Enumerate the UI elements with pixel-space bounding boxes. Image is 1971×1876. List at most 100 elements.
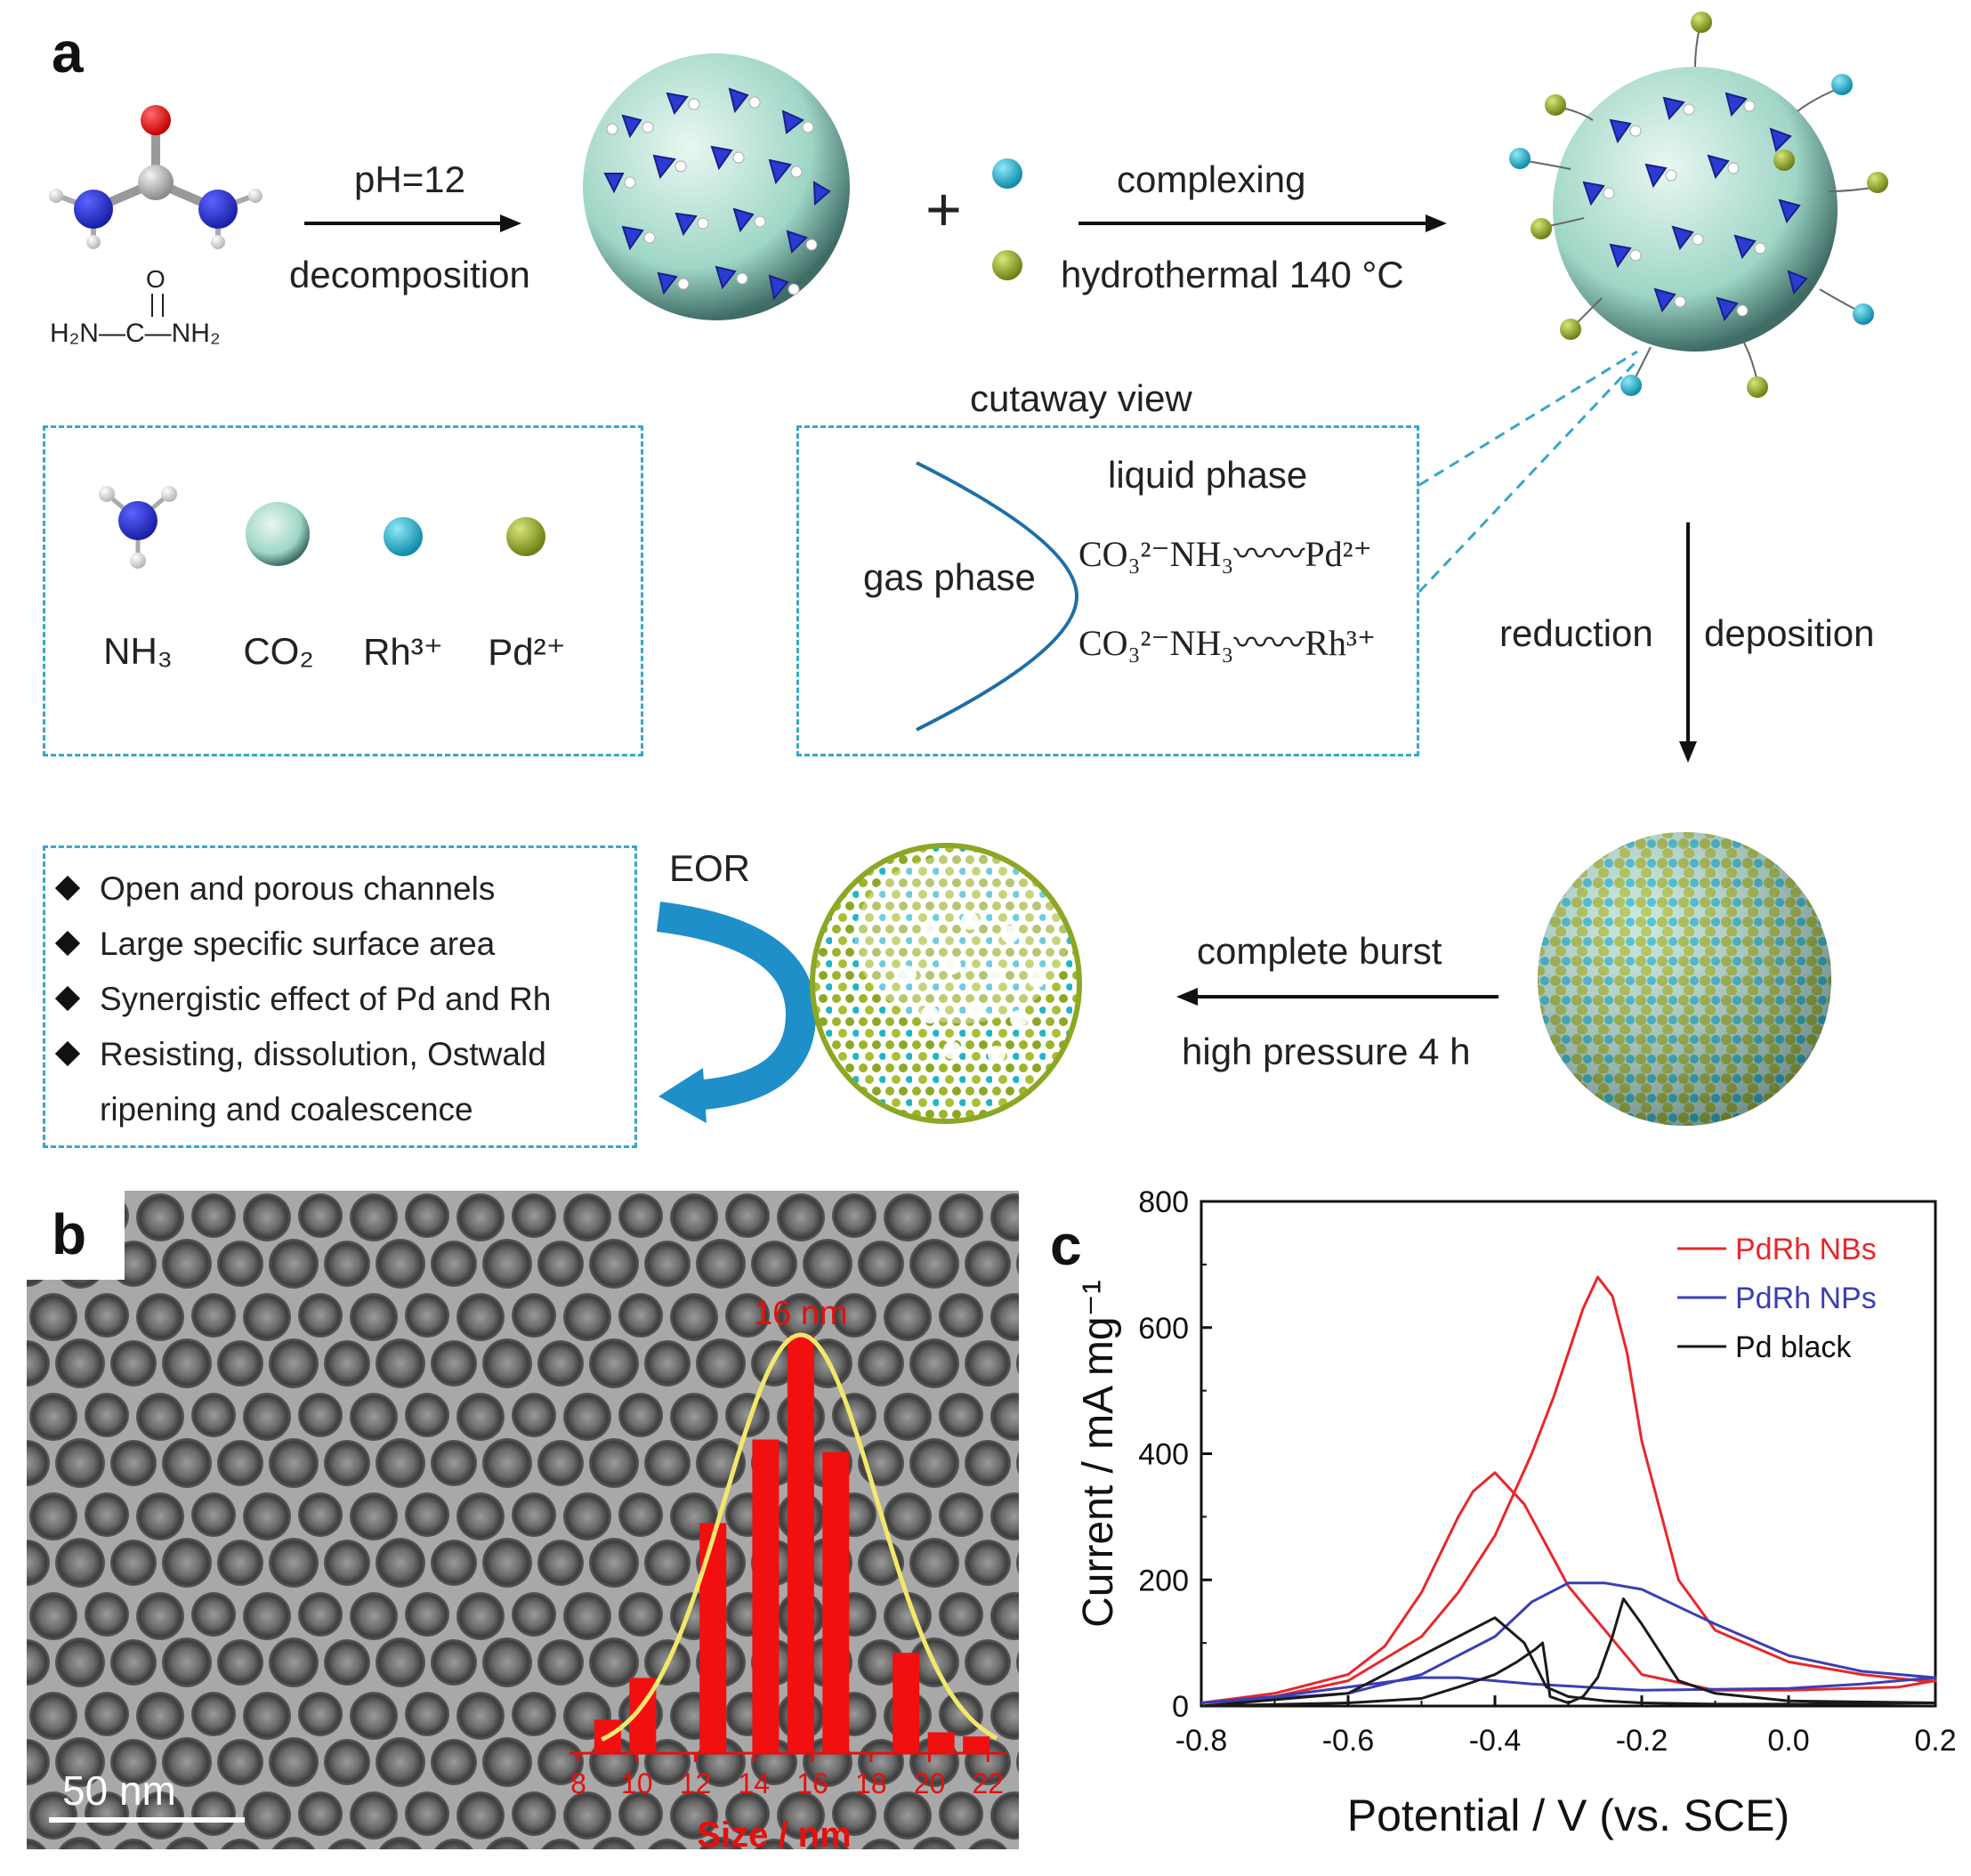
histogram-tick-label: 14 (738, 1767, 770, 1799)
histogram-x-label: Size / nm (697, 1815, 851, 1855)
features-box (43, 845, 637, 1148)
feature-item: Large specific surface area (53, 917, 641, 972)
scale-bar-label: 50 nm (62, 1767, 176, 1814)
y-tick-label: 400 (1138, 1438, 1189, 1472)
right-arrow-icon (1078, 214, 1447, 232)
peak-size-label: 16 nm (754, 1295, 848, 1332)
features-list: Open and porous channels Large specific … (53, 861, 641, 1137)
eor-label: EOR (669, 847, 751, 889)
diamond-bullet-icon (54, 930, 81, 957)
gas-phase-label: gas phase (863, 556, 1036, 598)
histogram-bar (963, 1736, 990, 1753)
histogram-tick-label: 10 (621, 1767, 653, 1799)
series-line-1 (1200, 1581, 1937, 1704)
co2-bubble-icon (246, 502, 310, 566)
size-histogram-inset: 8 10 12 14 16 18 20 22 Size / nm 16 nm (569, 1295, 1006, 1855)
rh-ion-icon (992, 158, 1022, 189)
histogram-tick-label: 18 (855, 1767, 887, 1799)
porous-nanobowl-icon (810, 843, 1082, 1124)
gas-liquid-interface-icon (916, 461, 1079, 732)
right-arrow-icon (304, 214, 521, 232)
step2-label-bottom: hydrothermal 140 °C (1061, 254, 1404, 295)
feature-item: Open and porous channels (53, 861, 641, 917)
x-tick-label: 0.2 (1914, 1724, 1956, 1758)
urea-molecule-icon (49, 105, 263, 249)
diamond-bullet-icon (54, 985, 81, 1012)
left-arrow-icon (1176, 988, 1498, 1006)
burst-label-top: complete burst (1197, 930, 1442, 972)
down-arrow-icon (1679, 522, 1697, 763)
pd-complex-label: CO₃²⁻NH₃〰〰Pd²⁺ (1078, 534, 1372, 574)
histogram-bar (822, 1451, 850, 1753)
legend-label-pd: Pd²⁺ (488, 631, 566, 673)
x-tick-label: -0.2 (1616, 1724, 1668, 1758)
urea-double-bond (151, 294, 164, 317)
cutaway-title: cutaway view (970, 377, 1192, 419)
legend-box (43, 425, 643, 756)
histogram-bar (927, 1732, 955, 1753)
zoom-callout-lines (1418, 350, 1639, 594)
plus-sign: + (925, 174, 962, 244)
gaussian-fit-line (601, 1332, 998, 1742)
x-tick-label: -0.8 (1175, 1724, 1228, 1758)
pd-ion-legend-icon (506, 517, 545, 556)
rh-ion-legend-icon (384, 517, 423, 556)
pd-ion-icon (992, 250, 1022, 280)
series-line-0 (1200, 1275, 1937, 1704)
step2-label-top: complexing (1117, 158, 1306, 200)
y-tick-label: 200 (1138, 1564, 1189, 1597)
step1-label-bottom: decomposition (289, 254, 530, 295)
histogram-bar (752, 1439, 780, 1753)
legend-entry: PdRh NPs (1735, 1282, 1877, 1315)
histogram-bar (699, 1523, 727, 1753)
cv-chart: -0.8 -0.6 -0.4 -0.2 0.0 0.2 0 200 400 600 800 Poten… (1075, 1185, 1957, 1840)
x-tick-label: -0.4 (1469, 1724, 1522, 1758)
feature-item: Resisting, dissolution, Ostwald (53, 1027, 641, 1082)
x-tick-label: 0.0 (1767, 1724, 1809, 1758)
panel-letter-a: a (52, 20, 84, 85)
ammonia-molecule-icon (99, 486, 177, 569)
panel-letter-b: b (52, 1202, 87, 1266)
y-tick-label: 0 (1172, 1690, 1189, 1724)
panel-letter-c: c (1050, 1213, 1082, 1277)
deposition-label: deposition (1704, 612, 1875, 654)
series-line-2 (1200, 1597, 1937, 1708)
legend-label-nh3: NH₃ (103, 630, 173, 672)
urea-oxygen-label: O (146, 265, 166, 293)
reduction-label: reduction (1499, 612, 1653, 654)
tem-micrograph (27, 1191, 1019, 1849)
pdrh-coated-bubble-icon (1538, 832, 1831, 1126)
histogram-bar (787, 1335, 814, 1753)
histogram-bar (893, 1653, 920, 1753)
scale-bar (49, 1817, 245, 1823)
liquid-phase-label: liquid phase (1108, 454, 1308, 496)
histogram-tick-label: 8 (570, 1767, 586, 1799)
rh-complex-label: CO₃²⁻NH₃〰〰Rh³⁺ (1078, 623, 1377, 663)
histogram-tick-label: 12 (680, 1767, 712, 1799)
urea-formula: H₂N—C—NH₂ (50, 319, 221, 348)
curved-arrow-icon (656, 902, 817, 1123)
legend-label-rh: Rh³⁺ (363, 631, 443, 673)
legend-entry: Pd black (1735, 1330, 1852, 1364)
ammonia-coated-co2-bubble-icon (583, 53, 850, 320)
tem-image (27, 1191, 1019, 1849)
feature-item: Synergistic effect of Pd and Rh (53, 972, 641, 1027)
y-tick-label: 600 (1138, 1312, 1189, 1346)
histogram-tick-label: 20 (914, 1767, 946, 1799)
plot-frame (1200, 1200, 1937, 1708)
ion-complexed-bubble-icon (1509, 12, 1888, 398)
step1-label-top: pH=12 (354, 158, 465, 200)
diamond-bullet-icon (54, 875, 81, 902)
legend-entry: PdRh NBs (1735, 1233, 1877, 1266)
x-tick-label: -0.6 (1322, 1724, 1375, 1758)
burst-label-bottom: high pressure 4 h (1182, 1031, 1471, 1072)
diamond-bullet-icon (54, 1040, 81, 1067)
y-tick-label: 800 (1138, 1185, 1189, 1219)
feature-item-continued: ripening and coalescence (100, 1091, 473, 1128)
y-axis-label: Current / mA mg⁻¹ (1075, 1280, 1122, 1628)
x-axis-label: Potential / V (vs. SCE) (1347, 1791, 1789, 1840)
cutaway-box (796, 425, 1419, 756)
histogram-tick-label: 22 (972, 1767, 1004, 1799)
histogram-tick-label: 16 (796, 1767, 828, 1799)
legend-label-co2: CO₂ (243, 630, 314, 672)
